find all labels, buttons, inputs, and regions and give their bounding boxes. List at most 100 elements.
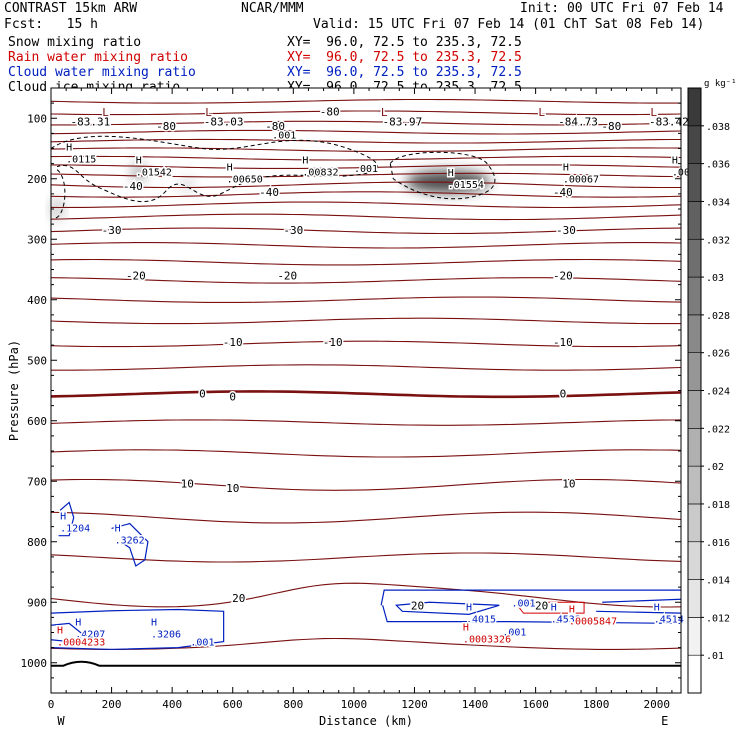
temperature-contour — [50, 637, 682, 650]
snow-low-marker: L — [538, 106, 545, 119]
temperature-label: -10 — [223, 336, 243, 349]
forecast-hour: Fcst: 15 h — [4, 17, 98, 32]
cloud-water-high-marker: H — [551, 602, 557, 613]
y-tick-label: 800 — [27, 536, 47, 549]
field-cloudwater-xy: XY= 96.0, 72.5 to 235.3, 72.5 — [287, 65, 522, 80]
cloud-water-contour-label: .001 — [190, 638, 214, 649]
x-tick-label: 1400 — [462, 698, 489, 711]
temperature-contour — [51, 164, 682, 169]
temperature-label: 0 — [199, 388, 206, 401]
colorbar-tick-label: .032 — [706, 235, 730, 246]
temperature-label: 10 — [562, 478, 575, 491]
temperature-contour — [51, 364, 682, 371]
colorbar-swatch — [687, 390, 702, 429]
valid-time: Valid: 15 UTC Fri 07 Feb 14 (01 ChT Sat … — [313, 17, 705, 32]
y-tick-label: 1000 — [21, 657, 48, 670]
temperature-label: -40 — [123, 180, 143, 193]
y-tick-label: 200 — [27, 173, 47, 186]
temperature-label: -83.03 — [204, 115, 244, 128]
temperature-contour — [50, 155, 682, 161]
temperature-contour — [50, 172, 682, 178]
colorbar-tick-label: .012 — [706, 613, 730, 624]
temperature-label: -84.73 — [558, 115, 598, 128]
cloud-water-contour — [50, 608, 225, 651]
colorbar-swatch — [687, 428, 702, 467]
snow-contour — [55, 169, 66, 219]
colorbar-unit: g kg⁻¹ — [704, 79, 737, 89]
colorbar-swatch — [687, 87, 702, 127]
cloud-water-contour — [394, 601, 500, 615]
x-tick-label: 1000 — [341, 698, 368, 711]
snow-shading — [179, 176, 196, 193]
temperature-label: -20 — [126, 270, 146, 283]
snow-high-marker: H — [227, 162, 233, 173]
cloud-water-high-value: .4015 — [466, 614, 496, 625]
snow-low-marker: L — [102, 106, 109, 119]
cloud-water-high-value: .3206 — [151, 630, 181, 641]
temperature-contour — [50, 110, 682, 116]
colorbar-swatch — [687, 125, 702, 164]
cloud-water-high-marker: H — [75, 618, 81, 629]
snow-high-value: .0115 — [66, 154, 96, 165]
temperature-label: 10 — [181, 478, 194, 491]
colorbar-tick-label: .03 — [706, 273, 724, 284]
temperature-contour — [50, 98, 681, 104]
temperature-label: -10 — [323, 336, 343, 349]
temperature-label: 0 — [560, 388, 567, 401]
colorbar-swatch — [687, 617, 702, 656]
cloud-water-contour — [111, 522, 149, 567]
temperature-contour — [50, 449, 682, 458]
x-end-label-west: W — [57, 714, 65, 728]
field-rain-name: Rain water mixing ratio — [8, 50, 189, 65]
field-cloudwater-name: Cloud water mixing ratio — [8, 65, 196, 80]
temperature-label: -80 — [156, 120, 176, 133]
cloud-water-contour — [596, 610, 682, 614]
init-time: Init: 00 UTC Fri 07 Feb 14 — [520, 1, 724, 16]
x-tick-label: 800 — [283, 698, 303, 711]
y-tick-label: 300 — [27, 233, 47, 246]
colorbar-tick-label: .01 — [706, 651, 724, 662]
snow-high-value: .00650 — [227, 174, 263, 185]
colorbar-swatch — [687, 276, 702, 316]
rain-high-marker: H — [57, 626, 63, 637]
rain-high-marker: H — [569, 604, 575, 615]
x-end-label-east: E — [661, 714, 668, 728]
rain-high-value: .0003326 — [463, 635, 511, 646]
snow-contour-label: .001 — [272, 131, 296, 142]
field-rain-xy: XY= 96.0, 72.5 to 235.3, 72.5 — [287, 50, 522, 65]
temperature-contour — [50, 213, 682, 221]
colorbar-tick-label: .014 — [706, 576, 730, 587]
cloud-water-high-value: .3262 — [115, 536, 145, 547]
x-tick-label: 400 — [162, 698, 182, 711]
colorbar-tick-label: .034 — [706, 197, 730, 208]
surface-line — [51, 660, 681, 667]
snow-high-marker: H — [672, 156, 678, 167]
snow-high-value: .00832 — [302, 168, 338, 179]
cloud-water-contour — [50, 622, 86, 643]
snow-contour — [50, 135, 378, 203]
x-tick-label: 1600 — [522, 698, 549, 711]
temperature-contour — [50, 242, 682, 249]
colorbar-tick-label: .016 — [706, 538, 730, 549]
cloud-water-high-value: .4514 — [654, 614, 684, 625]
rain-high-value: .0004233 — [57, 638, 105, 649]
colorbar-tick-label: .018 — [706, 500, 730, 511]
x-axis-label: Distance (km) — [319, 714, 413, 728]
model-title: CONTRAST 15km ARW — [4, 1, 138, 16]
cloud-water-high-marker: H — [115, 524, 121, 535]
x-tick-label: 600 — [223, 698, 243, 711]
temperature-label: 20 — [232, 592, 245, 605]
x-tick-label: 1200 — [401, 698, 428, 711]
rain-contour — [516, 601, 585, 614]
x-tick-label: 200 — [102, 698, 122, 711]
cloud-water-high-value: .4533 — [551, 614, 581, 625]
cloud-water-high-marker: H — [466, 602, 472, 613]
temperature-label: -80 — [265, 120, 285, 133]
colorbar-swatch — [687, 503, 702, 543]
temperature-label: -83.97 — [382, 115, 422, 128]
y-tick-label: 600 — [27, 415, 47, 428]
temperature-label: -80 — [601, 120, 621, 133]
temperature-label: -30 — [102, 224, 122, 237]
temperature-label: 0 — [229, 391, 236, 404]
